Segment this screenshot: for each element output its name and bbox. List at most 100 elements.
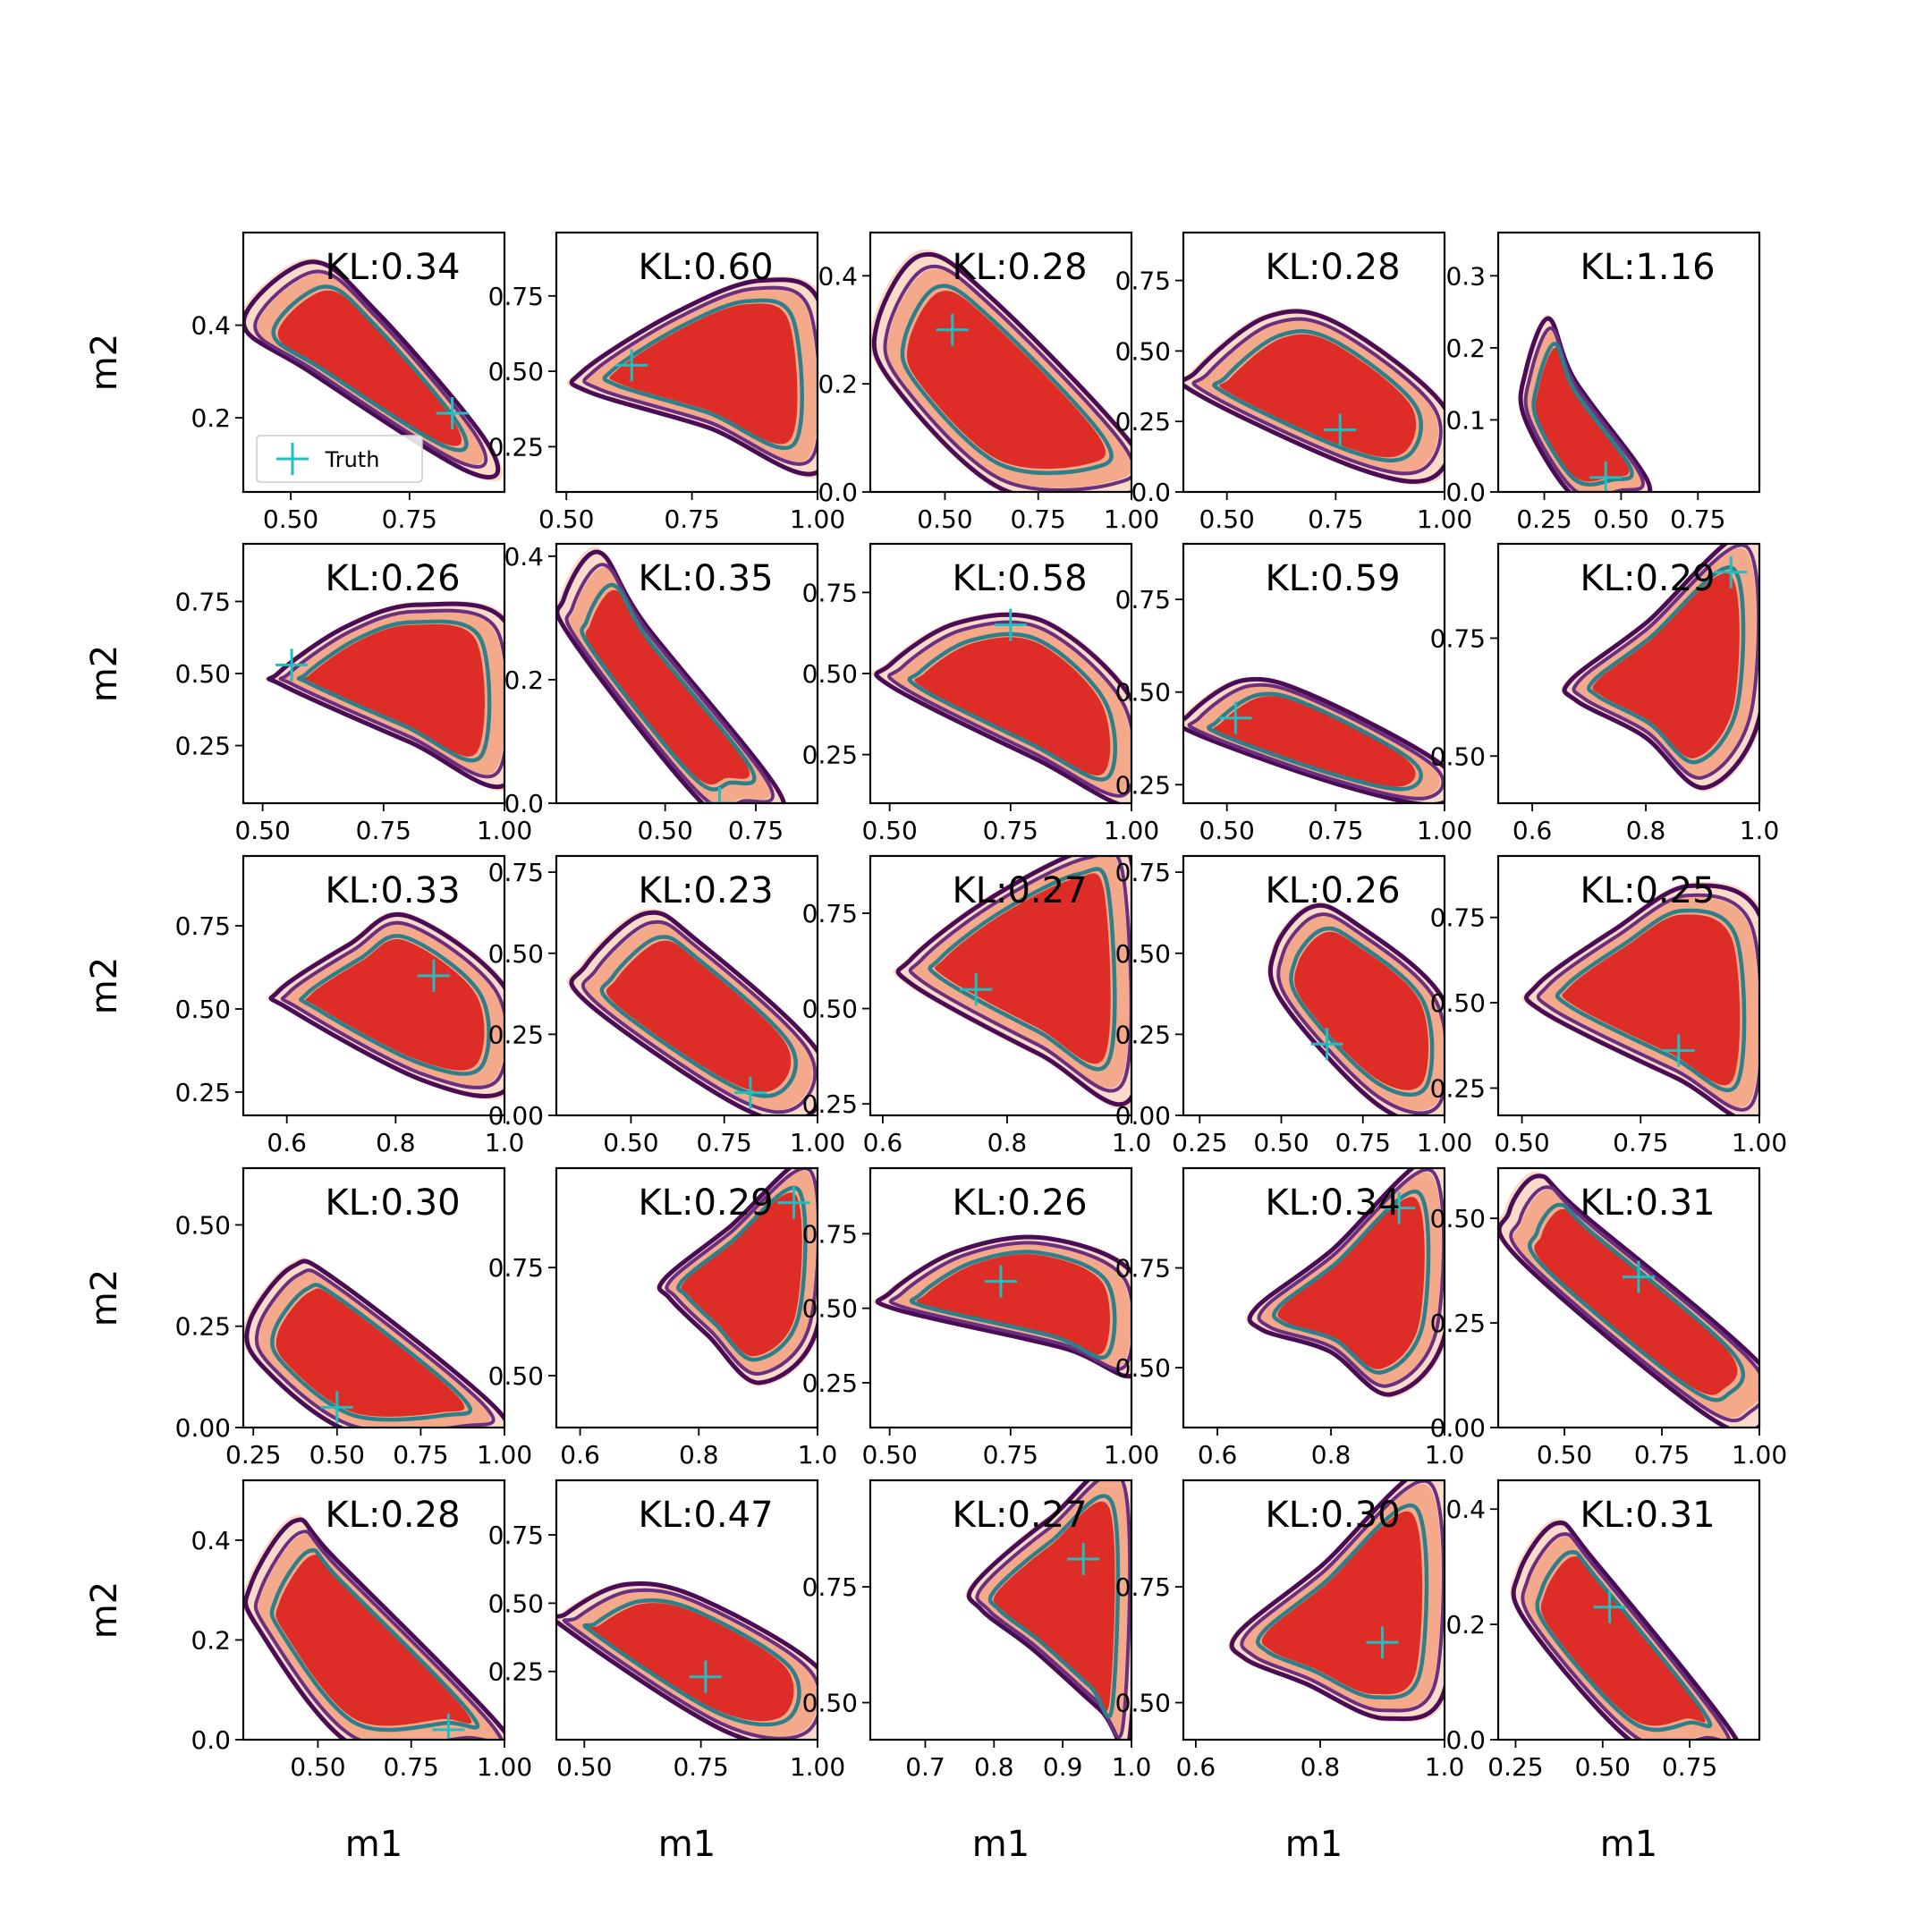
- panel-plot-area: [243, 258, 504, 482]
- panel-frame: [555, 1479, 819, 1741]
- density-fill-inner: [681, 1192, 802, 1357]
- truth-marker: [1219, 701, 1252, 734]
- truth-marker: [417, 959, 450, 992]
- contour-line-outer: [895, 856, 1131, 1107]
- y-tick-label: 0.50: [1430, 1204, 1486, 1233]
- y-tick-label: 0.1: [1445, 405, 1486, 435]
- y-tick-label: 0.75: [175, 911, 231, 941]
- y-tick-label: 0.25: [488, 432, 544, 462]
- contour-line-outer: [556, 1580, 818, 1740]
- truth-marker: [432, 1713, 465, 1740]
- contour-line-outer: [1247, 1168, 1445, 1397]
- panel-plot-area: [893, 856, 1131, 1110]
- x-tick-label: 0.8: [987, 1128, 1028, 1157]
- y-tick-label: 0.75: [488, 282, 544, 311]
- x-tick-label: 0.50: [1575, 1752, 1631, 1782]
- kl-label: KL:0.28: [325, 1495, 460, 1536]
- y-tick-label: 0.75: [488, 1253, 544, 1283]
- contour-line-inner: [271, 284, 469, 453]
- x-tick-label: 1.0: [1425, 1752, 1465, 1782]
- panel-plot-area: [1227, 1480, 1445, 1723]
- contour-line-inner: [1272, 1189, 1431, 1375]
- panel-frame: [1496, 231, 1761, 494]
- contour-line-inner: [907, 631, 1118, 782]
- panel-21: 0.50 0.75 1.00 0.0 0.2 0.4 KL:0.28: [191, 1479, 532, 1782]
- contour-line-outer: [1183, 676, 1445, 803]
- contour-line-mid: [883, 264, 1131, 492]
- truth-marker: [994, 608, 1027, 641]
- truth-marker: [1589, 461, 1623, 492]
- kl-label: KL:0.60: [638, 247, 773, 288]
- truth-marker: [1310, 1028, 1343, 1061]
- x-tick-label: 1.00: [1104, 504, 1159, 534]
- contour-line-mid: [580, 919, 818, 1114]
- x-tick-label: 0.6: [1176, 1752, 1216, 1782]
- x-tick-label: 0.75: [728, 816, 784, 845]
- truth-marker: [1366, 1626, 1399, 1659]
- x-tick-label: 1.00: [1732, 1440, 1787, 1470]
- panel-frame: [1496, 542, 1761, 805]
- truth-marker: [777, 1186, 810, 1219]
- panel-19: 0.6 0.8 1.0 0.50 0.75 KL:0.34: [1115, 1166, 1464, 1470]
- density-fill-inner: [1540, 1556, 1706, 1726]
- x-tick-label: 1.00: [1417, 504, 1472, 534]
- x-tick-label: 1.00: [1104, 1440, 1159, 1470]
- y-tick-label: 0.25: [175, 732, 231, 761]
- x-tick-label: 0.6: [863, 1128, 903, 1157]
- contour-line-mid: [1240, 1480, 1445, 1713]
- contour-line-mid: [1572, 544, 1759, 780]
- panel-frame: [1496, 1479, 1761, 1741]
- x-tick-label: 1.00: [477, 1440, 532, 1470]
- panel-frame: [242, 854, 506, 1117]
- y-tick-label: 0.25: [1115, 407, 1171, 436]
- panel-18: 0.50 0.75 1.00 0.25 0.50 0.75 KL:0.26: [802, 1166, 1159, 1470]
- truth-marker: [703, 787, 736, 803]
- y-tick-label: 0.75: [802, 899, 858, 928]
- x-tick-label: 0.75: [697, 1128, 752, 1157]
- panel-frame: [1182, 231, 1446, 494]
- truth-marker: [1593, 1590, 1626, 1623]
- x-tick-label: 0.25: [1487, 1752, 1543, 1782]
- contour-line-outer: [1267, 902, 1445, 1115]
- x-tick-label: 0.75: [664, 504, 719, 534]
- x-tick-label: 1.0: [1740, 816, 1780, 845]
- y-tick-label: 0.75: [802, 1219, 858, 1249]
- panel-plot-area: [1521, 881, 1759, 1115]
- panel-5: 0.25 0.50 0.75 0.0 0.1 0.2 0.3 KL:1.16: [1445, 231, 1761, 534]
- x-tick-label: 0.8: [679, 1440, 719, 1470]
- x-tick-label: 0.75: [1011, 504, 1066, 534]
- panel-plot-area: [1267, 902, 1445, 1115]
- panel-frame: [869, 231, 1133, 494]
- y-tick-label: 0.50: [175, 1210, 231, 1240]
- y-tick-label: 0.75: [488, 1521, 544, 1550]
- y-tick-label: 0.2: [818, 369, 858, 399]
- panel-frame: [555, 542, 819, 805]
- x-tick-label: 0.50: [234, 816, 290, 845]
- panel-3: 0.50 0.75 1.00 0.0 0.2 0.4 KL:0.28: [818, 231, 1159, 534]
- kl-label: KL:0.28: [952, 247, 1087, 288]
- kl-label: KL:0.31: [1580, 1495, 1715, 1536]
- x-tick-label: 0.8: [1626, 816, 1666, 845]
- y-tick-label: 0.75: [802, 1572, 858, 1602]
- truth-marker: [1715, 555, 1748, 589]
- kl-label: KL:0.29: [1580, 558, 1715, 599]
- density-fill-inner: [1219, 334, 1417, 458]
- x-tick-label: 1.00: [1732, 1128, 1787, 1157]
- truth-marker: [689, 1660, 722, 1693]
- y-axis-label: m2: [84, 957, 125, 1014]
- kl-label: KL:0.34: [325, 247, 460, 288]
- truth-marker: [733, 1076, 767, 1109]
- x-tick-label: 0.50: [637, 816, 692, 845]
- contour-line-outer: [1511, 1521, 1740, 1740]
- panel-1: 0.50 0.75 0.2 0.4 KL:0.34 Truth: [191, 231, 506, 534]
- contour-line-inner: [928, 867, 1117, 1072]
- panel-plot-area: [264, 601, 504, 792]
- x-tick-label: 0.50: [603, 1128, 658, 1157]
- x-tick-label: 0.75: [1308, 504, 1363, 534]
- panel-15: 0.50 0.75 1.00 0.25 0.50 0.75 KL:0.25: [1430, 854, 1787, 1157]
- panel-25: 0.25 0.50 0.75 0.0 0.2 0.4 KL:0.31: [1445, 1479, 1761, 1782]
- panel-frame: [555, 231, 819, 494]
- truth-marker: [436, 396, 469, 429]
- panel-13: 0.6 0.8 1.0 0.25 0.50 0.75 KL:0.27: [802, 854, 1151, 1157]
- contour-line-inner: [299, 934, 491, 1076]
